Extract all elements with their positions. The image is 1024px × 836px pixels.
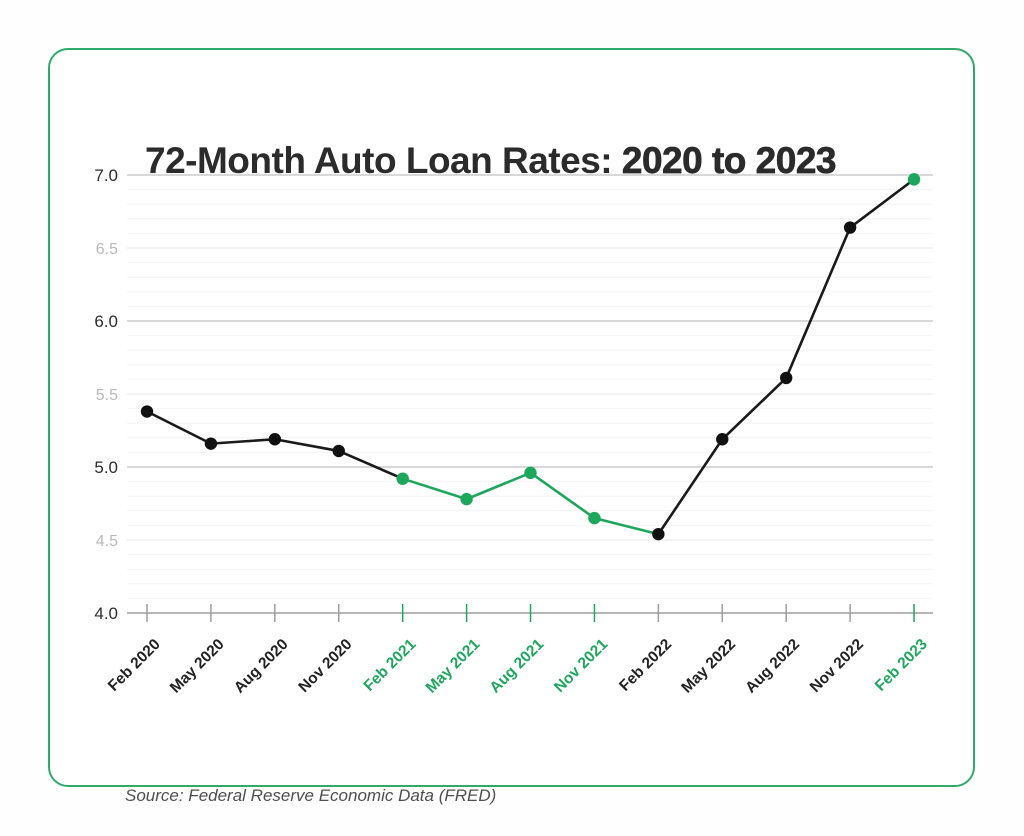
- data-point-nov-2021: [588, 511, 601, 525]
- data-point-nov-2020: [332, 444, 345, 458]
- data-point-aug-2020: [268, 433, 282, 446]
- line-segment: [657, 437, 724, 536]
- y-axis-label: 5.0: [94, 458, 118, 477]
- x-axis-label: May 2022: [678, 636, 739, 697]
- chart-title-main: 72-Month Auto Loan Rates:: [145, 140, 622, 181]
- x-axis-label: Aug 2021: [487, 636, 548, 697]
- data-point-aug-2022: [780, 371, 793, 385]
- source-citation: Source: Federal Reserve Economic Data (F…: [125, 786, 497, 805]
- line-segment: [337, 449, 404, 480]
- x-axis-label: Feb 2023: [872, 636, 931, 695]
- x-axis-label: Feb 2020: [105, 636, 164, 695]
- y-axis-label: 6.0: [94, 312, 118, 331]
- line-segment: [529, 471, 596, 520]
- data-point-nov-2022: [843, 221, 857, 234]
- x-axis-label: Feb 2021: [361, 636, 420, 695]
- x-axis-label: Nov 2020: [295, 636, 355, 696]
- data-point-may-2020: [204, 437, 218, 450]
- x-axis-label: Nov 2022: [807, 636, 867, 696]
- data-point-may-2022: [716, 433, 729, 446]
- line-segment: [593, 516, 660, 536]
- x-axis-label: Feb 2022: [616, 636, 675, 695]
- y-axis-label: 4.0: [94, 604, 118, 623]
- y-axis-label: 7.0: [94, 166, 118, 185]
- x-axis-label: Aug 2022: [742, 636, 803, 697]
- line-segment: [784, 226, 852, 380]
- x-axis-label: May 2021: [423, 636, 484, 697]
- chart-card: 72-Month Auto Loan Rates: 2020 to 2023 S…: [48, 48, 975, 805]
- data-point-feb-2022: [652, 527, 665, 541]
- data-point-feb-2023: [907, 173, 921, 186]
- y-axis-label: 6.5: [96, 241, 118, 258]
- data-point-feb-2021: [396, 472, 409, 485]
- x-axis-label: Aug 2020: [231, 636, 292, 697]
- line-segment: [720, 376, 788, 441]
- data-point-aug-2021: [524, 466, 537, 480]
- line-segment: [145, 410, 213, 445]
- data-point-feb-2020: [140, 405, 154, 418]
- x-axis-label: Nov 2021: [551, 636, 611, 696]
- line-segment: [465, 471, 532, 501]
- y-axis-label: 4.5: [96, 533, 118, 550]
- line-segment: [273, 437, 341, 453]
- y-axis-label: 5.5: [96, 387, 118, 404]
- line-segment: [401, 477, 468, 501]
- line-segment: [209, 437, 277, 445]
- x-axis-label: May 2020: [167, 636, 228, 697]
- data-point-may-2021: [460, 492, 473, 506]
- line-segment: [848, 178, 916, 229]
